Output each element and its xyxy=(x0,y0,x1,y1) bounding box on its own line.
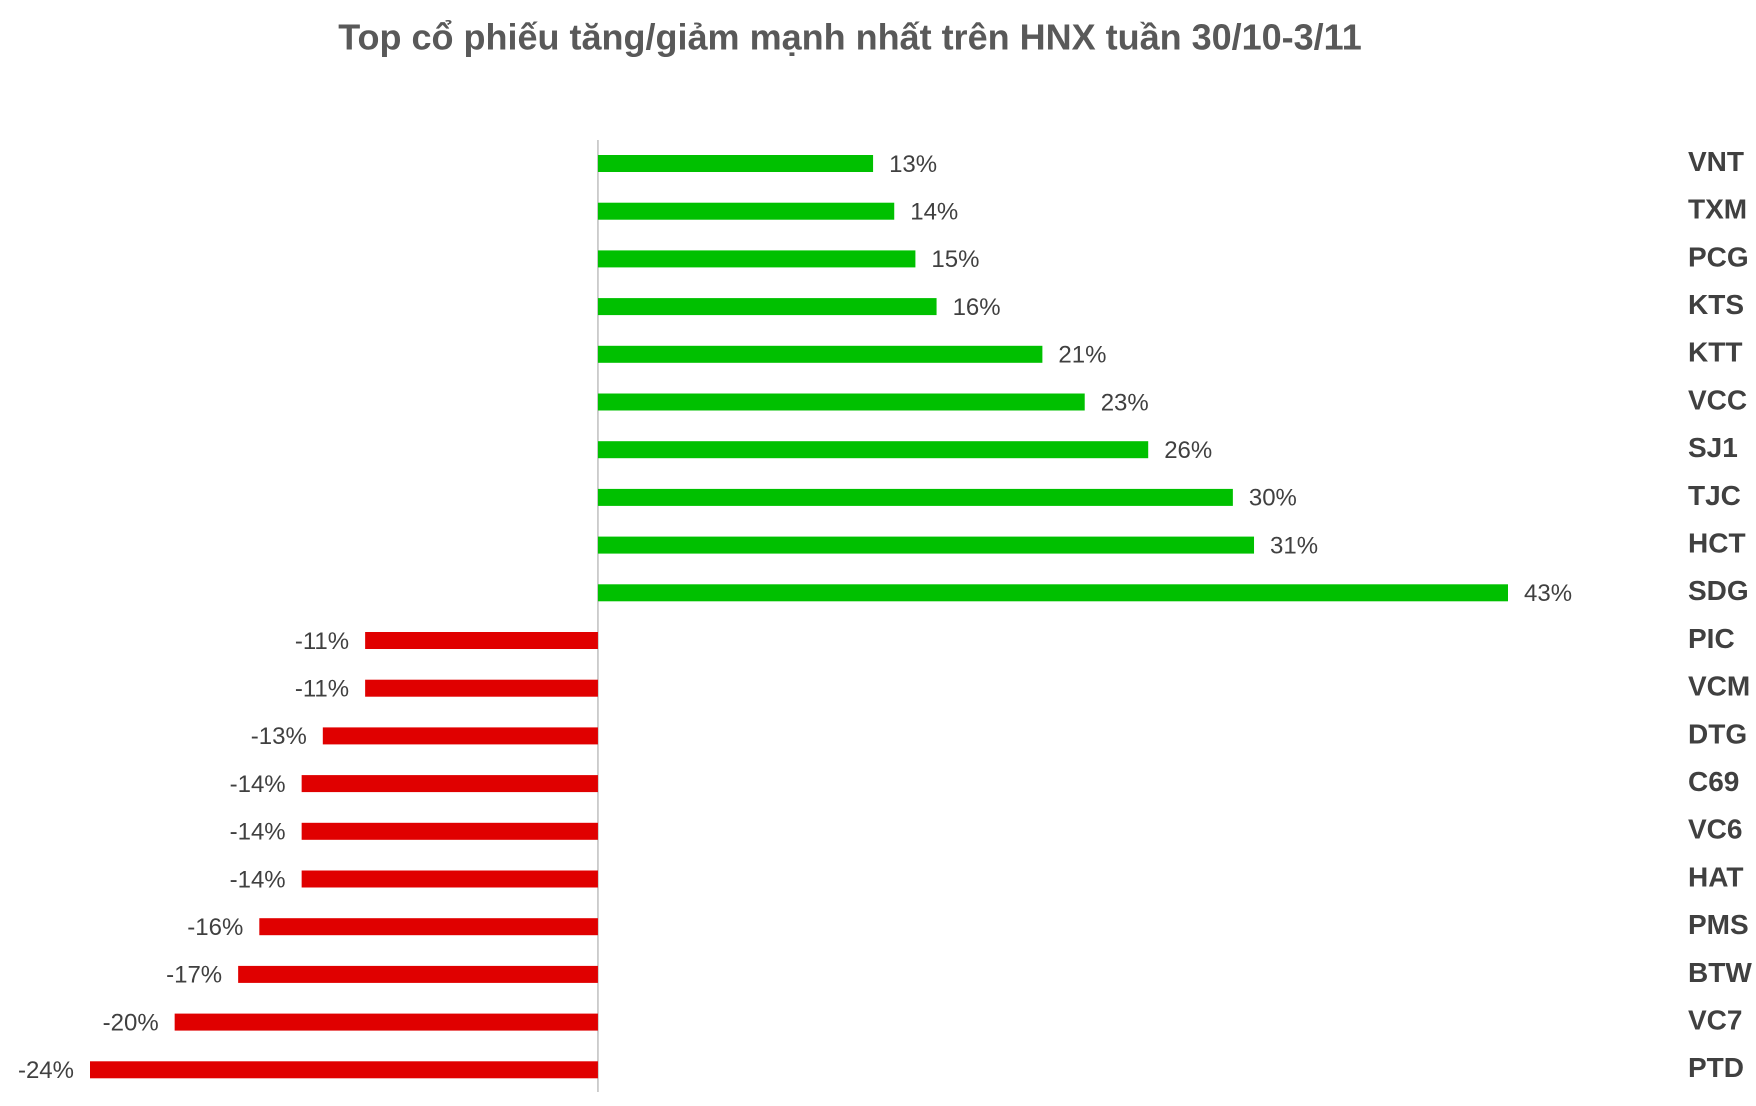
value-label: 30% xyxy=(1249,485,1297,512)
category-label: TXM xyxy=(1688,194,1747,225)
value-label: 16% xyxy=(953,294,1001,321)
category-label: DTG xyxy=(1688,718,1747,749)
category-label: BTW xyxy=(1688,957,1752,988)
value-label: -11% xyxy=(295,628,349,655)
category-label: SDG xyxy=(1688,575,1749,606)
value-label: -11% xyxy=(295,676,349,703)
bar xyxy=(597,536,1255,554)
category-label: PTD xyxy=(1688,1052,1744,1083)
bar xyxy=(597,345,1043,363)
category-label: HCT xyxy=(1688,527,1746,558)
bar xyxy=(238,965,598,983)
bar xyxy=(301,822,598,840)
value-label: 43% xyxy=(1524,580,1572,607)
bar xyxy=(597,441,1149,459)
category-label: VCC xyxy=(1688,384,1747,415)
category-label: TJC xyxy=(1688,480,1741,511)
bar xyxy=(259,918,598,936)
bar xyxy=(174,1013,598,1031)
chart-title: Top cổ phiếu tăng/giảm mạnh nhất trên HN… xyxy=(338,17,1362,58)
value-label: -20% xyxy=(103,1009,159,1036)
bar xyxy=(597,393,1085,411)
value-label: -17% xyxy=(166,962,222,989)
bar xyxy=(90,1061,598,1079)
value-label: -14% xyxy=(230,819,286,846)
value-label: 26% xyxy=(1164,437,1212,464)
category-label: HAT xyxy=(1688,861,1743,892)
value-label: 15% xyxy=(931,246,979,273)
category-label: PIC xyxy=(1688,623,1735,654)
bar xyxy=(301,870,598,888)
bar xyxy=(301,775,598,793)
bar xyxy=(365,679,598,697)
value-label: -13% xyxy=(251,723,307,750)
category-label: KTS xyxy=(1688,289,1744,320)
category-label: SJ1 xyxy=(1688,432,1738,463)
category-label: VC7 xyxy=(1688,1004,1742,1035)
category-label: VNT xyxy=(1688,146,1744,177)
value-label: 13% xyxy=(889,151,937,178)
bar xyxy=(597,250,916,268)
bar xyxy=(365,632,598,649)
category-label: VCM xyxy=(1688,671,1750,702)
bar xyxy=(322,727,598,745)
value-label: 31% xyxy=(1270,532,1318,559)
category-label: PCG xyxy=(1688,241,1749,272)
bar xyxy=(597,155,874,172)
category-label: PMS xyxy=(1688,909,1749,940)
bar xyxy=(597,202,895,220)
bar xyxy=(597,298,937,316)
value-label: 23% xyxy=(1101,389,1149,416)
value-label: 21% xyxy=(1058,342,1106,369)
bar xyxy=(597,584,1508,602)
bar xyxy=(597,488,1233,506)
value-label: -14% xyxy=(230,771,286,798)
value-label: -24% xyxy=(18,1057,74,1084)
value-label: -16% xyxy=(187,914,243,941)
category-label: VC6 xyxy=(1688,814,1742,845)
value-label: 14% xyxy=(910,199,958,226)
value-label: -14% xyxy=(230,866,286,893)
category-label: KTT xyxy=(1688,337,1742,368)
category-label: C69 xyxy=(1688,766,1739,797)
